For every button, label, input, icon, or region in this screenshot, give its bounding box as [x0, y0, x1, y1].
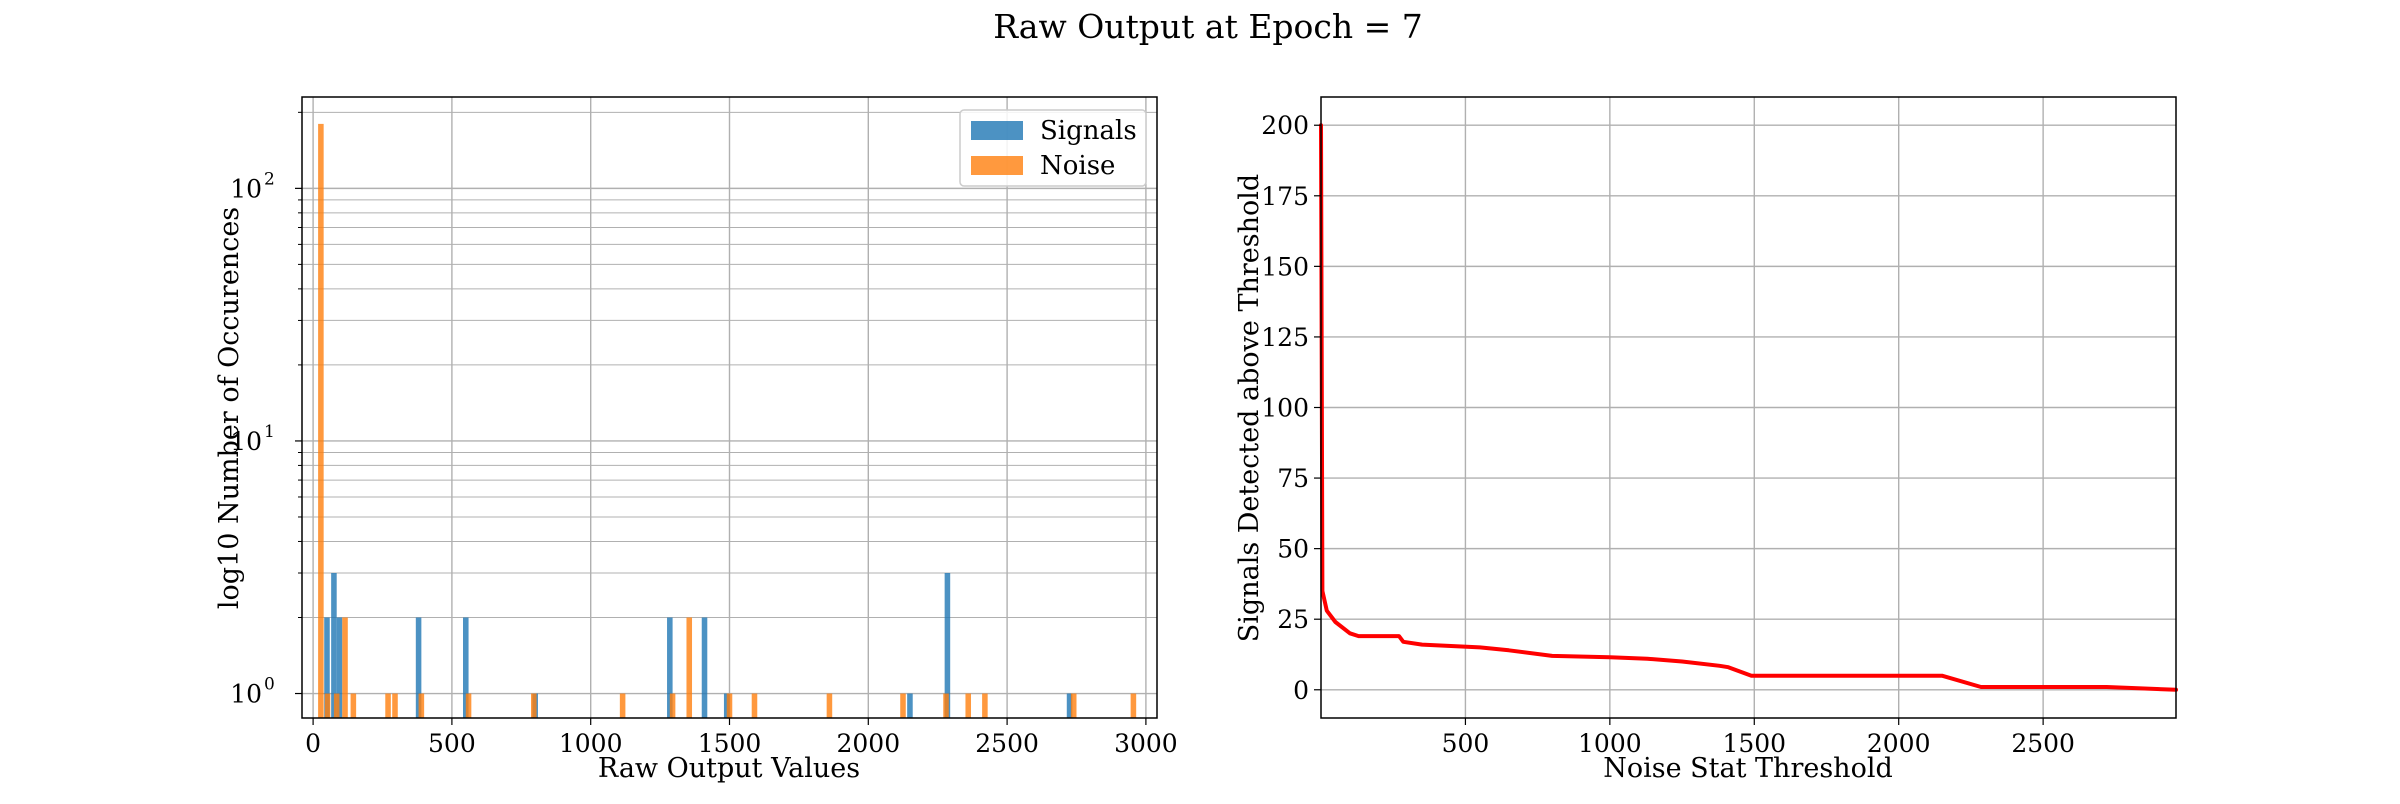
histogram-bar-noise	[900, 693, 906, 718]
histogram-x-tick-label: 1000	[559, 729, 623, 758]
histogram-bar-noise	[324, 693, 331, 718]
histogram-grid	[302, 97, 1157, 718]
histogram-bar-signals	[1066, 693, 1073, 718]
histogram-bar-signals	[336, 617, 343, 718]
histogram-bar-signals	[944, 573, 951, 718]
histogram-bar-signals	[701, 617, 708, 718]
threshold-line-chart: 500 1000 1500 2000 2500 0 25 50 75 100 125 150 175 2…	[1234, 96, 2178, 784]
line-chart-y-ticks: 0 25 50 75 100 125 150 175 200	[1261, 111, 1321, 705]
histogram-bar-noise	[726, 693, 733, 718]
line-chart-y-tick-label: 25	[1277, 605, 1309, 634]
histogram-bar-noise	[751, 693, 758, 718]
signals-detected-line	[1319, 123, 2178, 692]
histogram-bar-noise	[943, 693, 949, 718]
line-chart-grid	[1321, 97, 2176, 718]
line-chart-x-tick-label: 2500	[2011, 729, 2075, 758]
histogram-bar-noise	[465, 693, 472, 718]
histogram-bar-signals	[324, 617, 330, 718]
histogram-x-tick-label: 0	[305, 729, 321, 758]
histogram-x-tick-label: 500	[428, 729, 476, 758]
histogram-x-axis-label: Raw Output Values	[598, 753, 860, 784]
histogram-bar-noise	[385, 693, 391, 718]
histogram-bar-noise	[1070, 693, 1077, 718]
histogram-bar-signals	[331, 573, 337, 718]
line-chart-y-tick-label: 150	[1261, 252, 1309, 281]
line-chart-x-tick-label: 500	[1442, 729, 1490, 758]
histogram-bar-noise	[418, 693, 425, 718]
line-chart-x-tick-label: 2000	[1867, 729, 1931, 758]
line-chart-y-tick-label: 125	[1261, 323, 1309, 352]
histogram-bar-noise	[342, 617, 348, 718]
histogram-bar-signals	[415, 617, 422, 718]
line-chart-y-tick-label: 0	[1293, 676, 1309, 705]
histogram-bar-noise	[392, 693, 398, 718]
histogram-x-tick-label: 3000	[1114, 729, 1178, 758]
line-chart-y-axis-label: Signals Detected above Threshold	[1234, 174, 1265, 642]
line-chart-x-tick-label: 1500	[1722, 729, 1786, 758]
histogram-x-tick-label: 1500	[698, 729, 762, 758]
histogram-y-tick-label: 10	[230, 174, 262, 203]
histogram-bar-noise	[669, 693, 676, 718]
line-chart-x-axis-label: Noise Stat Threshold	[1603, 753, 1893, 784]
line-chart-series	[1319, 123, 2178, 692]
histogram-x-tick-label: 2000	[836, 729, 900, 758]
line-chart-x-ticks: 500 1000 1500 2000 2500	[1442, 718, 2075, 758]
histogram-bar-noise	[333, 693, 340, 718]
line-chart-y-tick-label: 75	[1277, 464, 1309, 493]
histogram-bar-noise	[826, 693, 833, 718]
histogram-bar-noise	[982, 693, 988, 718]
line-chart-y-tick-label: 50	[1277, 535, 1309, 564]
legend-label-signals: Signals	[1040, 116, 1137, 146]
histogram-legend: Signals Noise	[959, 109, 1147, 187]
histogram-bars	[318, 123, 1137, 718]
figure-title: Raw Output at Epoch = 7	[993, 7, 1423, 46]
legend-swatch-noise	[971, 156, 1023, 175]
legend-swatch-signals	[971, 121, 1023, 140]
histogram-x-ticks: 0 500 1000 1500 2000 2500 3000	[305, 718, 1178, 758]
histogram-bar-signals	[463, 617, 469, 718]
histogram-bar-noise	[1130, 693, 1137, 718]
histogram-bar-noise	[619, 693, 626, 718]
line-chart-y-tick-label: 100	[1261, 394, 1309, 423]
histogram-bar-noise	[531, 693, 537, 718]
line-chart-y-tick-label: 175	[1261, 182, 1309, 211]
histogram-bar-noise	[686, 617, 693, 718]
histogram-bar-noise	[965, 693, 972, 718]
line-chart-y-tick-label: 200	[1261, 111, 1309, 140]
histogram-bar-signals	[667, 617, 673, 718]
histogram-y-tick-exponent: 1	[264, 422, 275, 442]
histogram-y-tick-exponent: 0	[264, 675, 275, 695]
histogram-y-tick-label: 10	[230, 680, 262, 709]
histogram-y-tick-label: 10	[230, 427, 262, 456]
legend-label-noise: Noise	[1040, 151, 1115, 181]
histogram-bar-noise	[318, 123, 324, 718]
histogram-bar-noise	[350, 693, 357, 718]
histogram-x-tick-label: 2500	[975, 729, 1039, 758]
histogram-y-tick-exponent: 2	[264, 169, 275, 189]
histogram-bar-signals	[907, 693, 913, 718]
line-chart-x-tick-label: 1000	[1578, 729, 1642, 758]
histogram-y-axis-label: log10 Number of Occurences	[214, 207, 245, 609]
